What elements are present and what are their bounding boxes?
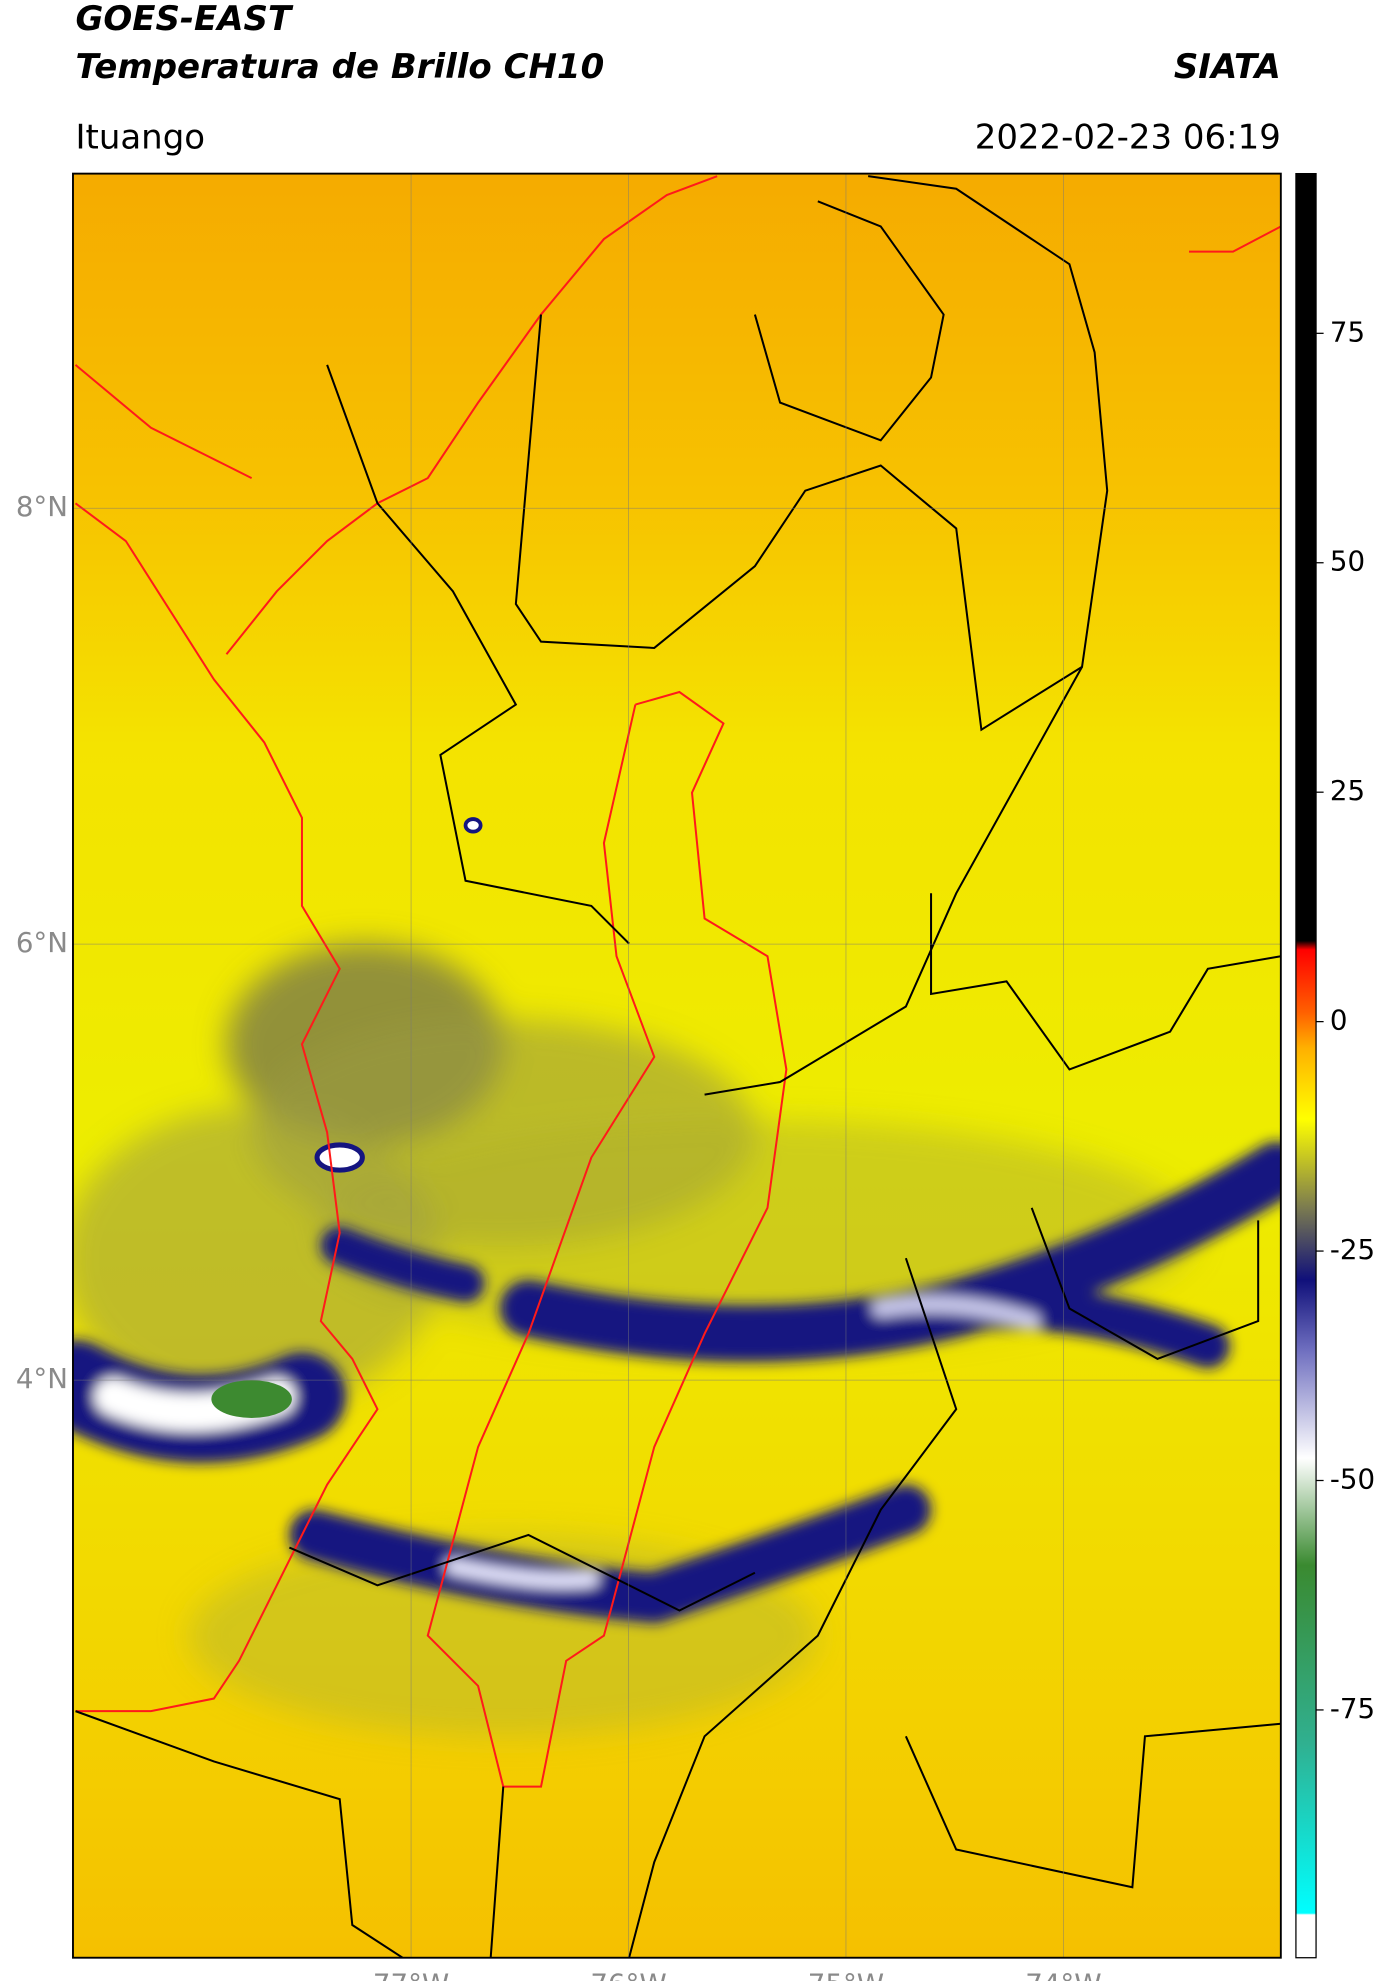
colorbar-tick-label: 25 <box>1330 774 1365 807</box>
colorbar-tick-label: -75 <box>1330 1692 1375 1725</box>
graticule <box>72 173 1281 1958</box>
colorbar <box>1295 172 1317 1959</box>
lon-tick-label: 75°W <box>808 1967 884 1981</box>
lat-tick-label: 4°N <box>16 1362 68 1395</box>
lon-tick-label: 77°W <box>373 1967 449 1981</box>
lon-tick-label: 76°W <box>590 1967 666 1981</box>
colorbar-tick-label: -50 <box>1330 1462 1375 1495</box>
source: SIATA <box>1174 47 1281 87</box>
map-image <box>72 173 1281 1958</box>
lat-tick-label: 8°N <box>16 490 68 523</box>
colorbar-tick-label: 75 <box>1330 315 1365 348</box>
subtitle: Temperatura de Brillo CH10 <box>75 47 604 87</box>
colorbar-tick-label: 0 <box>1330 1004 1348 1037</box>
map-frame <box>72 172 1282 1959</box>
title: GOES-EAST <box>75 0 293 39</box>
colorbar-tick-label: -25 <box>1330 1233 1375 1266</box>
lon-tick-label: 74°W <box>1025 1967 1101 1981</box>
lat-tick-label: 6°N <box>16 926 68 959</box>
colorbar-tick-label: 50 <box>1330 545 1365 578</box>
datetime: 2022-02-23 06:19 <box>975 117 1281 157</box>
region: Ituango <box>75 117 205 157</box>
